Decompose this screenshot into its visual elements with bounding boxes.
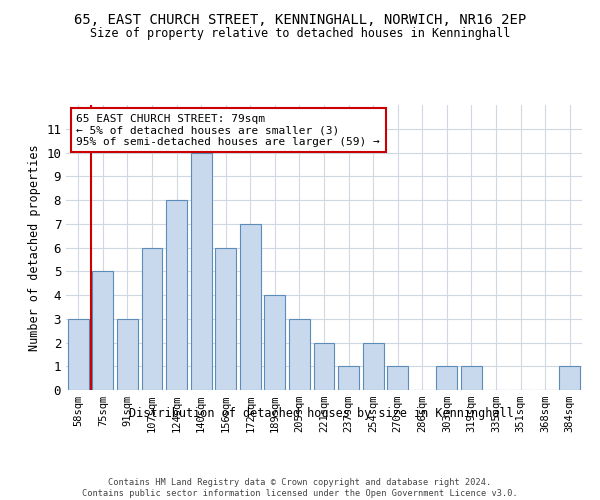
Bar [461,366,482,390]
Bar [191,152,212,390]
Text: Contains HM Land Registry data © Crown copyright and database right 2024.
Contai: Contains HM Land Registry data © Crown c… [82,478,518,498]
Bar [68,319,89,390]
Bar [362,342,383,390]
Text: Size of property relative to detached houses in Kenninghall: Size of property relative to detached ho… [90,28,510,40]
Text: Distribution of detached houses by size in Kenninghall: Distribution of detached houses by size … [128,408,514,420]
Bar [265,295,286,390]
Bar [338,366,359,390]
Bar [387,366,408,390]
Bar [142,248,163,390]
Bar [314,342,334,390]
Bar [559,366,580,390]
Text: 65, EAST CHURCH STREET, KENNINGHALL, NORWICH, NR16 2EP: 65, EAST CHURCH STREET, KENNINGHALL, NOR… [74,12,526,26]
Bar [240,224,261,390]
Bar [289,319,310,390]
Y-axis label: Number of detached properties: Number of detached properties [28,144,41,351]
Bar [166,200,187,390]
Text: 65 EAST CHURCH STREET: 79sqm
← 5% of detached houses are smaller (3)
95% of semi: 65 EAST CHURCH STREET: 79sqm ← 5% of det… [76,114,380,147]
Bar [117,319,138,390]
Bar [215,248,236,390]
Bar [436,366,457,390]
Bar [92,271,113,390]
